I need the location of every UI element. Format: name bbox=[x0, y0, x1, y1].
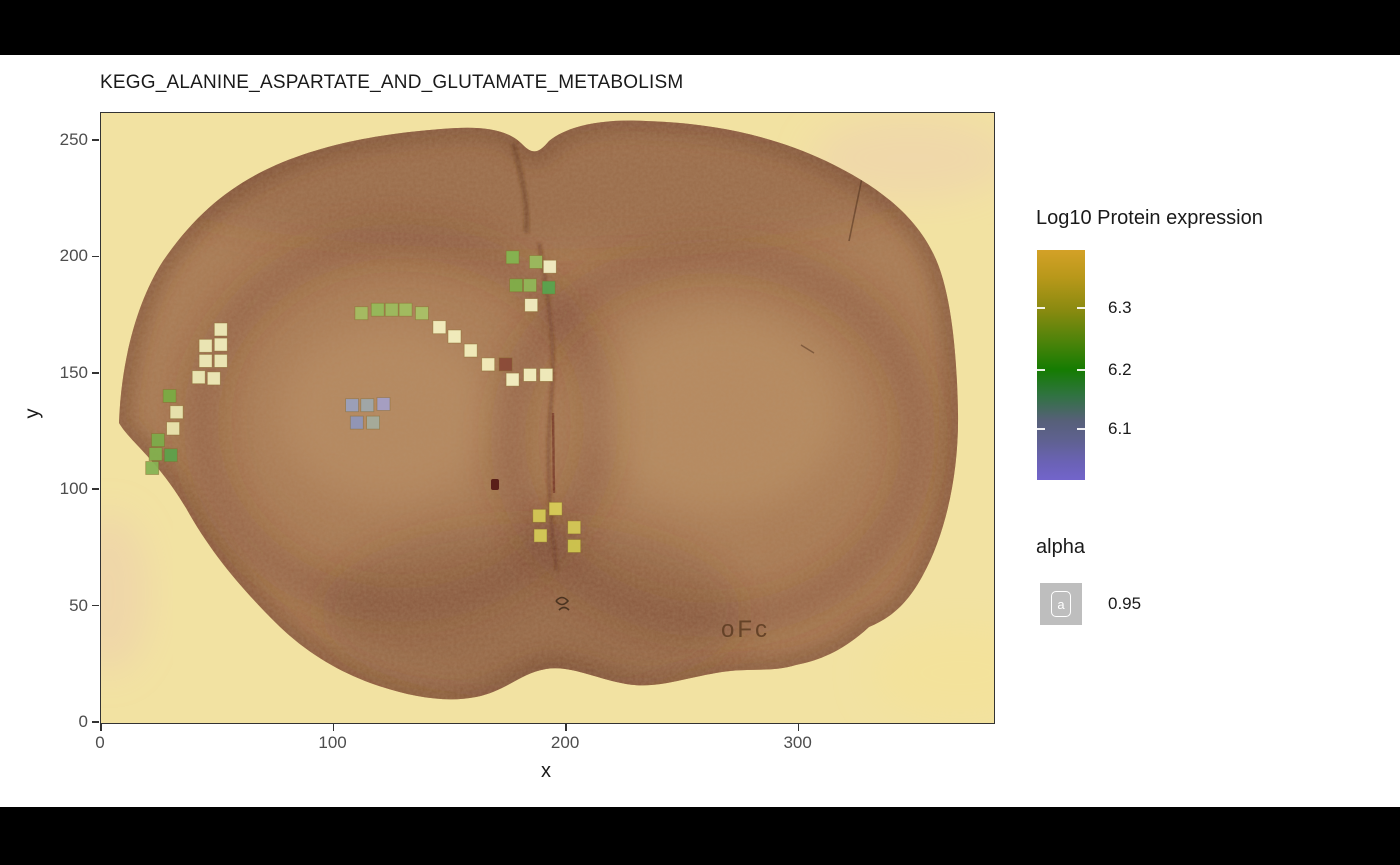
data-point-square bbox=[360, 398, 375, 413]
data-point-square bbox=[463, 343, 478, 358]
x-axis-tick bbox=[332, 724, 335, 731]
expression-squares-layer bbox=[145, 250, 582, 553]
data-point-square bbox=[163, 448, 178, 463]
data-point-square bbox=[505, 250, 520, 265]
scratch-mark bbox=[848, 172, 864, 242]
data-point-square bbox=[213, 322, 228, 337]
x-tick-label: 200 bbox=[550, 733, 580, 752]
alpha-legend-title: alpha bbox=[1036, 536, 1085, 558]
y-tick-label: 150 bbox=[59, 362, 88, 382]
data-point-square bbox=[151, 433, 165, 448]
y-tick-label: 100 bbox=[59, 479, 88, 499]
y-tick-label: 250 bbox=[59, 129, 88, 149]
plot-panel: oFc bbox=[100, 112, 995, 724]
data-point-square bbox=[213, 353, 228, 368]
data-point-square bbox=[505, 372, 520, 387]
alpha-legend-key: a bbox=[1040, 583, 1082, 625]
x-axis-tick bbox=[565, 724, 567, 731]
colorbar-tick-label: 6.1 bbox=[1108, 419, 1132, 439]
data-point-square bbox=[198, 338, 213, 353]
tissue-image: oFc bbox=[101, 116, 994, 723]
x-axis-tick bbox=[797, 724, 800, 731]
colorbar-title: Log10 Protein expression bbox=[1036, 207, 1263, 229]
slide-smudge bbox=[871, 623, 994, 723]
data-point-square bbox=[370, 302, 385, 317]
y-axis-tick bbox=[92, 372, 99, 374]
data-point-square bbox=[567, 520, 582, 535]
plot-title: KEGG_ALANINE_ASPARTATE_AND_GLUTAMATE_MET… bbox=[100, 72, 684, 93]
data-point-square bbox=[432, 320, 447, 335]
data-point-square bbox=[524, 298, 539, 313]
data-point-square bbox=[145, 461, 160, 475]
data-point-square bbox=[384, 302, 399, 317]
data-point-square bbox=[541, 280, 556, 295]
data-point-square bbox=[366, 415, 381, 430]
data-point-square bbox=[169, 405, 184, 420]
alpha-key-glyph: a bbox=[1051, 591, 1071, 617]
data-point-square bbox=[481, 357, 496, 372]
y-axis-tick bbox=[92, 721, 99, 723]
x-tick-label: 0 bbox=[95, 733, 105, 752]
y-axis-tick bbox=[92, 604, 99, 607]
x-tick-label: 300 bbox=[783, 733, 812, 752]
y-axis-tick bbox=[92, 139, 99, 141]
letterbox-top bbox=[0, 0, 1400, 55]
letterbox-bottom bbox=[0, 807, 1400, 865]
data-point-square bbox=[349, 415, 364, 430]
data-point-square bbox=[191, 370, 206, 385]
data-point-square bbox=[206, 371, 221, 386]
y-tick-label: 50 bbox=[69, 595, 88, 615]
colorbar-tick bbox=[1037, 428, 1045, 431]
data-point-square bbox=[532, 508, 547, 523]
colorbar-tick bbox=[1077, 368, 1085, 371]
colorbar-tick bbox=[1077, 428, 1085, 431]
y-axis-tick bbox=[92, 488, 99, 490]
data-point-square bbox=[414, 306, 429, 321]
alpha-legend-value: 0.95 bbox=[1108, 594, 1142, 613]
colorbar-tick-label: 6.2 bbox=[1108, 359, 1132, 379]
squiggle-mark bbox=[555, 596, 570, 611]
colorbar-tick-label: 6.3 bbox=[1108, 297, 1132, 317]
data-point-square bbox=[376, 397, 391, 411]
data-point-square bbox=[162, 388, 177, 403]
data-point-square bbox=[345, 398, 360, 413]
slide-smudge bbox=[101, 513, 149, 673]
data-point-square bbox=[198, 353, 213, 368]
colorbar-tick bbox=[1037, 306, 1045, 309]
x-tick-label: 100 bbox=[318, 733, 347, 752]
data-point-square bbox=[509, 278, 524, 293]
data-point-square bbox=[523, 367, 537, 382]
dark-spot bbox=[491, 479, 499, 490]
data-point-square bbox=[166, 421, 180, 436]
x-axis-tick bbox=[100, 724, 102, 731]
y-tick-label: 200 bbox=[59, 246, 88, 266]
scratch-mark bbox=[800, 344, 815, 354]
y-axis-label: y bbox=[21, 408, 44, 419]
data-point-square bbox=[533, 528, 548, 543]
data-point-square bbox=[398, 302, 413, 317]
colorbar-tick bbox=[1077, 306, 1085, 309]
y-axis-tick bbox=[92, 255, 99, 258]
data-point-square bbox=[542, 259, 557, 274]
data-point-square bbox=[548, 501, 563, 516]
data-point-square bbox=[567, 539, 582, 553]
data-point-square bbox=[523, 278, 537, 293]
data-point-square bbox=[539, 367, 554, 382]
y-tick-label: 0 bbox=[78, 712, 88, 731]
colorbar-gradient bbox=[1037, 250, 1085, 480]
colorbar-tick bbox=[1037, 368, 1045, 371]
data-point-square bbox=[354, 306, 369, 321]
data-point-square bbox=[447, 329, 462, 344]
tissue-section: oFc bbox=[119, 120, 959, 700]
data-point-square bbox=[148, 447, 163, 462]
tissue-pen-annotation: oFc bbox=[721, 616, 770, 643]
data-point-square bbox=[213, 337, 228, 352]
data-point-square bbox=[498, 357, 513, 372]
data-point-square bbox=[528, 255, 543, 269]
x-axis-label: x bbox=[541, 760, 551, 782]
